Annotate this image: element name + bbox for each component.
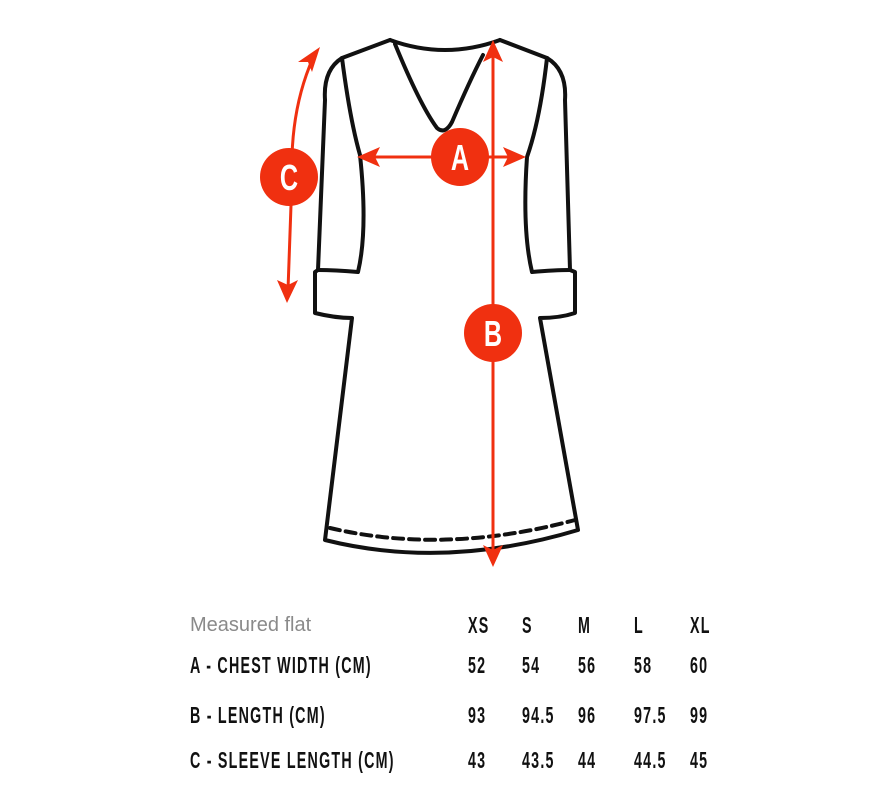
arrow-head-top — [298, 47, 320, 72]
row-label: B - LENGTH (CM) — [190, 702, 326, 728]
cell: 43 — [468, 747, 487, 773]
marker-c-label: C — [280, 158, 298, 199]
size-s: S — [522, 612, 533, 638]
arrow-head-down — [483, 545, 503, 567]
cell: 45 — [690, 747, 709, 773]
cell: 99 — [690, 702, 709, 728]
arrow-head-right — [503, 147, 526, 167]
cell: 44 — [578, 747, 597, 773]
arrow-head-bottom — [277, 280, 298, 303]
size-l: L — [634, 612, 644, 638]
arrow-head-left — [357, 147, 380, 167]
cell: 58 — [634, 652, 653, 678]
cell: 52 — [468, 652, 487, 678]
size-xl: XL — [690, 612, 711, 638]
cell: 97.5 — [634, 702, 667, 728]
marker-b-label: B — [484, 314, 502, 355]
measurement-arrows — [260, 40, 526, 567]
marker-a-label: A — [451, 138, 469, 179]
cell: 56 — [578, 652, 597, 678]
arrow-head-up — [483, 40, 503, 62]
cell: 60 — [690, 652, 709, 678]
cell: 54 — [522, 652, 541, 678]
marker-c — [260, 148, 318, 206]
size-m: M — [578, 612, 592, 638]
cell: 94.5 — [522, 702, 555, 728]
row-label: A - CHEST WIDTH (CM) — [190, 652, 372, 678]
row-label: C - SLEEVE LENGTH (CM) — [190, 747, 395, 773]
marker-b — [464, 304, 522, 362]
cell: 44.5 — [634, 747, 667, 773]
cell: 43.5 — [522, 747, 555, 773]
dress-outline — [313, 38, 580, 555]
size-xs: XS — [468, 612, 490, 638]
cell: 96 — [578, 702, 597, 728]
dress-illustration: A B C — [260, 38, 580, 567]
marker-a — [431, 128, 489, 186]
cell: 93 — [468, 702, 487, 728]
table-header-label: Measured flat — [190, 614, 312, 636]
